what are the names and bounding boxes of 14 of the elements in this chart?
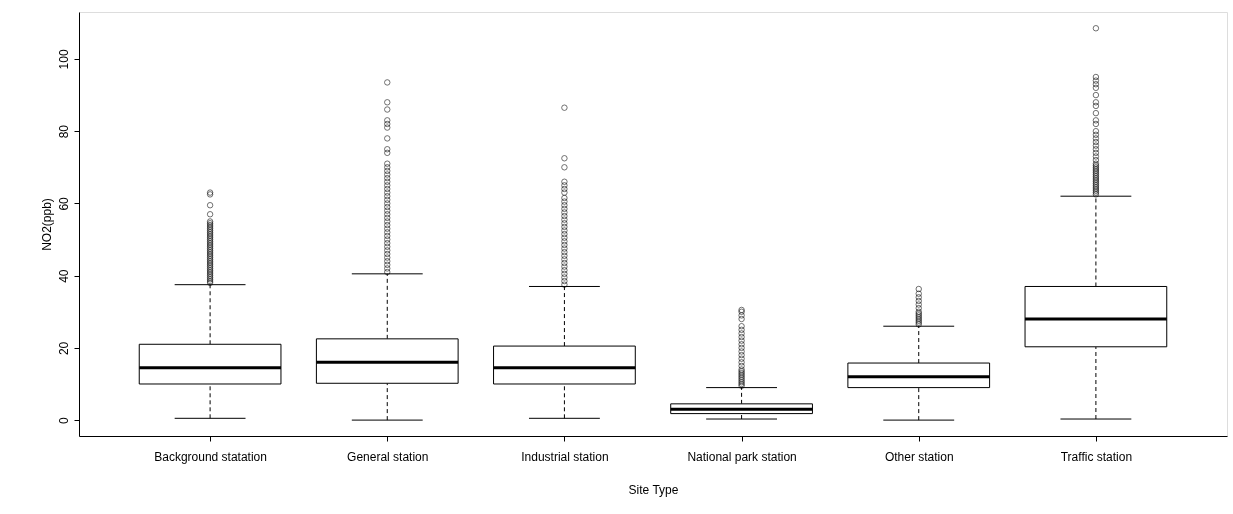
- y-axis-title: NO2(ppb): [39, 198, 54, 251]
- x-tick-label: Traffic station: [1060, 449, 1133, 464]
- x-tick-label: Other station: [884, 449, 954, 464]
- y-tick-label: 0: [56, 416, 71, 424]
- y-tick-label: 20: [56, 341, 71, 356]
- x-tick-label: Industrial station: [521, 449, 609, 464]
- x-tick-label: National park station: [687, 449, 797, 464]
- y-tick-label: 100: [56, 49, 71, 70]
- y-tick-label: 40: [56, 269, 71, 283]
- x-tick-label: Background statation: [154, 449, 267, 464]
- x-axis-title: Site Type: [628, 482, 679, 497]
- y-tick-label: 80: [56, 124, 71, 139]
- x-tick-label: General station: [347, 449, 429, 464]
- y-tick-label: 60: [56, 196, 71, 211]
